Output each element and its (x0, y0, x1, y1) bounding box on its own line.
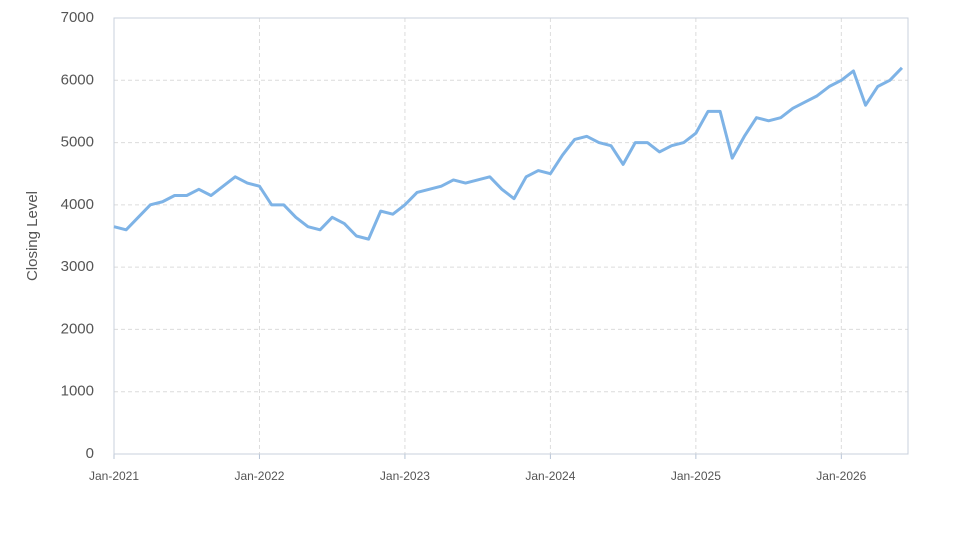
y-tick-label: 7000 (61, 9, 94, 26)
x-tick-label: Jan-2022 (234, 469, 284, 483)
x-tick-label: Jan-2025 (671, 469, 721, 483)
y-tick-label: 3000 (61, 258, 94, 275)
x-tick-label: Jan-2021 (89, 469, 139, 483)
y-tick-label: 6000 (61, 71, 94, 88)
plot-border (113, 17, 909, 455)
y-tick-label: 5000 (61, 134, 94, 151)
x-tick-label: Jan-2026 (816, 469, 866, 483)
y-tick-label: 1000 (61, 383, 94, 400)
line (113, 66, 904, 241)
y-axis-label: Closing Level (24, 191, 41, 281)
x-tick-label: Jan-2023 (380, 469, 430, 483)
y-tick-label: 4000 (61, 196, 94, 213)
x-tick-label: Jan-2024 (525, 469, 575, 483)
y-tick-label: 0 (86, 445, 94, 462)
y-tick-label: 2000 (61, 320, 94, 337)
